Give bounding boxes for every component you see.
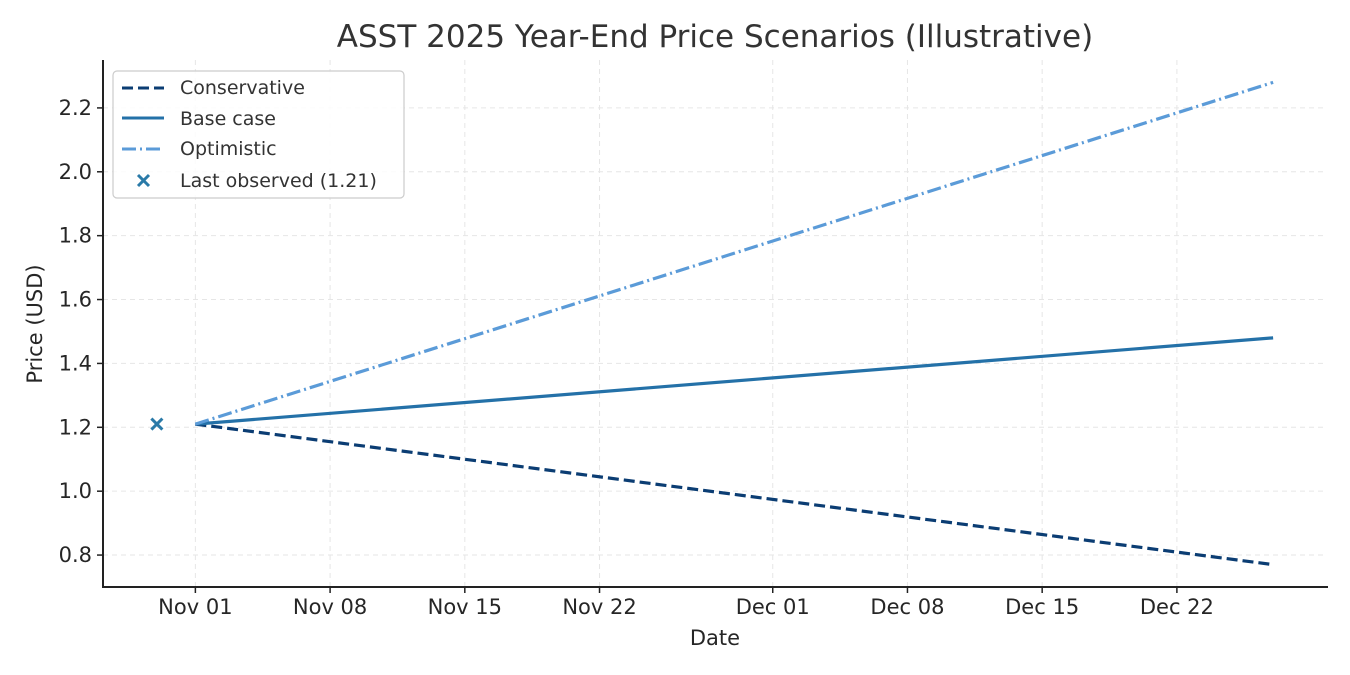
- y-axis-label: Price (USD): [23, 264, 47, 383]
- series-line-base-case: [195, 336, 1274, 426]
- x-tick-label: Nov 01: [158, 595, 232, 619]
- y-tick-label: 1.6: [59, 288, 92, 312]
- y-tick-label: 1.4: [59, 351, 92, 375]
- y-tick-label: 0.8: [59, 543, 92, 567]
- x-tick-label: Nov 15: [428, 595, 502, 619]
- y-tick-label: 2.2: [59, 96, 92, 120]
- legend-label-optimistic: Optimistic: [180, 138, 277, 160]
- legend-label-base-case: Base case: [180, 108, 276, 130]
- legend-x-marker-icon: [136, 173, 151, 188]
- x-ticks: Nov 01 Nov 08 Nov 15 Nov 22 Dec 01 Dec 08 Dec …: [158, 587, 1214, 619]
- legend-item-conservative: Conservative: [122, 77, 305, 99]
- chart-title: ASST 2025 Year-End Price Scenarios (Illu…: [337, 19, 1093, 55]
- x-tick-label: Nov 22: [562, 595, 636, 619]
- legend: Conservative Base case Optimistic Last o…: [112, 70, 405, 199]
- x-tick-label: Dec 22: [1140, 595, 1214, 619]
- series-group: [150, 80, 1274, 567]
- x-tick-label: Dec 08: [870, 595, 944, 619]
- legend-item-last-observed: Last observed (1.21): [136, 170, 377, 192]
- last-observed-marker: [150, 417, 164, 431]
- legend-item-base-case: Base case: [122, 108, 276, 130]
- y-ticks: 0.8 1.0 1.2 1.4 1.6 1.8 2.0 2.2: [59, 96, 103, 567]
- axes: [102, 60, 1328, 588]
- y-tick-label: 2.0: [59, 160, 92, 184]
- series-line-optimistic: [194, 80, 1274, 426]
- x-axis-label: Date: [690, 626, 740, 650]
- legend-label-last-observed: Last observed (1.21): [180, 170, 377, 192]
- y-tick-label: 1.2: [59, 415, 92, 439]
- x-tick-label: Nov 08: [293, 595, 367, 619]
- legend-frame: [112, 70, 405, 199]
- grid: [103, 60, 1327, 587]
- x-tick-label: Dec 01: [736, 595, 810, 619]
- y-tick-label: 1.8: [59, 224, 92, 248]
- legend-item-optimistic: Optimistic: [122, 138, 277, 160]
- series-line-conservative: [195, 422, 1274, 567]
- legend-label-conservative: Conservative: [180, 77, 305, 99]
- y-tick-label: 1.0: [59, 479, 92, 503]
- x-tick-label: Dec 15: [1005, 595, 1079, 619]
